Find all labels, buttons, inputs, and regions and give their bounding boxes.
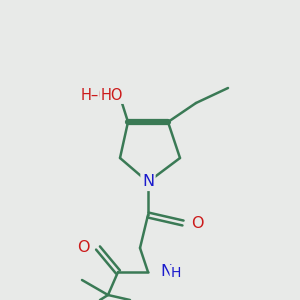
Text: N: N [160,265,172,280]
Text: O: O [77,241,90,256]
Text: H–O: H–O [80,88,110,103]
Text: O: O [191,215,203,230]
Text: H: H [171,266,181,280]
Text: HO: HO [101,88,123,103]
Text: N: N [142,175,154,190]
